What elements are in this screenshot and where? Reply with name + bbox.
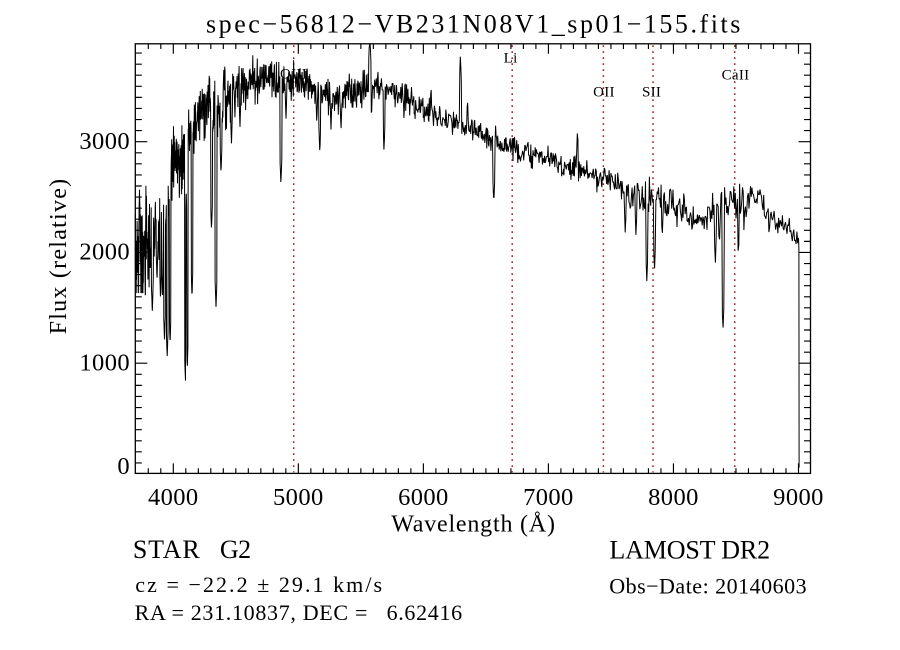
svg-text:1000: 1000 xyxy=(79,349,130,376)
svg-text:OII: OII xyxy=(593,85,615,101)
svg-text:3000: 3000 xyxy=(79,128,130,155)
svg-text:SII: SII xyxy=(642,85,661,101)
svg-text:cz = −22.2 ± 29.1 km/s: cz = −22.2 ± 29.1 km/s xyxy=(135,572,384,597)
svg-text:6000: 6000 xyxy=(398,484,449,511)
svg-text:Obs−Date: 20140603: Obs−Date: 20140603 xyxy=(609,574,807,599)
svg-text:STAR: STAR xyxy=(133,535,201,564)
svg-text:RA = 231.10837, DEC = 6.6241: RA = 231.10837, DEC = 6.62416 xyxy=(135,600,463,625)
svg-text:CaII: CaII xyxy=(722,68,750,84)
svg-text:Li: Li xyxy=(504,51,518,67)
svg-text:4000: 4000 xyxy=(148,484,199,511)
svg-text:8000: 8000 xyxy=(648,484,699,511)
svg-text:Flux (relative): Flux (relative) xyxy=(46,178,72,335)
svg-text:OIII: OIII xyxy=(280,67,307,83)
svg-text:Wavelength (Å): Wavelength (Å) xyxy=(391,512,556,538)
svg-text:5000: 5000 xyxy=(273,484,324,511)
svg-text:LAMOST DR2: LAMOST DR2 xyxy=(609,536,770,565)
svg-text:2000: 2000 xyxy=(79,239,130,266)
svg-text:9000: 9000 xyxy=(773,484,824,511)
svg-text:0: 0 xyxy=(117,453,130,480)
svg-text:spec−56812−VB231N08V1_sp01−155: spec−56812−VB231N08V1_sp01−155.fits xyxy=(206,10,743,39)
svg-text:7000: 7000 xyxy=(523,484,574,511)
svg-text:G2: G2 xyxy=(220,535,251,564)
